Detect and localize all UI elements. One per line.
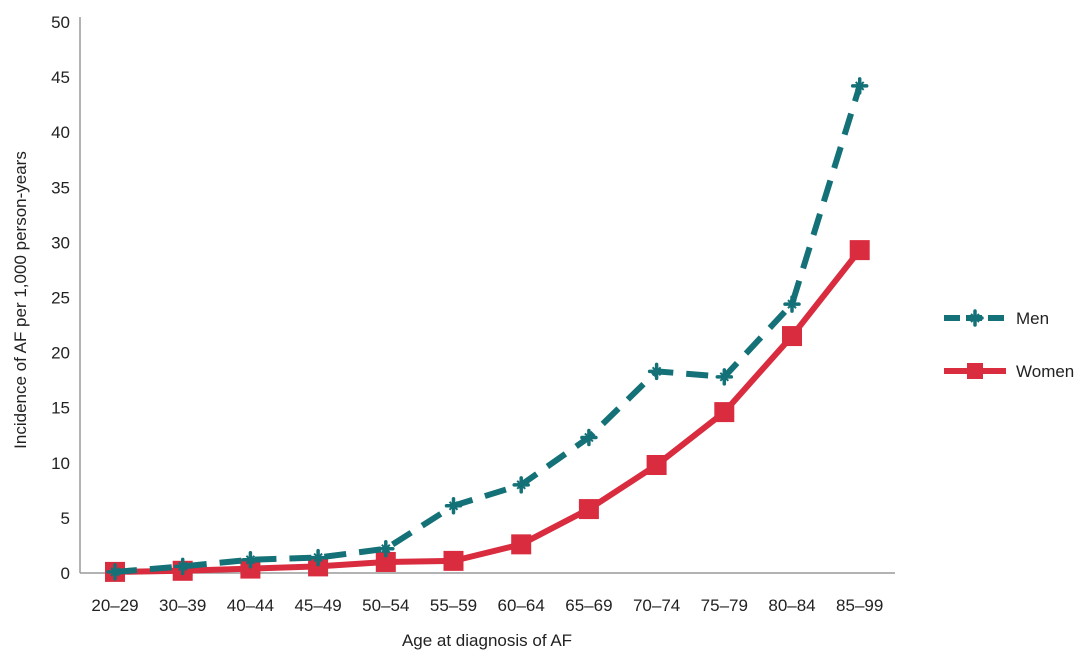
y-tick-label: 35	[51, 178, 70, 197]
y-tick-label: 45	[51, 68, 70, 87]
legend-label-men: Men	[1016, 309, 1049, 328]
women-line	[112, 247, 863, 575]
men-series	[106, 77, 869, 581]
x-tick-label: 60–64	[498, 596, 545, 615]
women-point	[782, 326, 802, 347]
men-point	[647, 362, 666, 381]
x-tick-label: 20–29	[91, 596, 138, 615]
y-tick-label: 25	[51, 289, 70, 308]
men-point	[444, 497, 463, 515]
women-point	[646, 455, 667, 476]
x-tick-label: 30–39	[159, 596, 206, 615]
men-point	[377, 540, 395, 558]
legend-item-men: Men	[944, 309, 1049, 328]
y-axis: 0 5 10 15 20 25 30 35 40 45 50	[51, 13, 81, 583]
y-axis-title: Incidence of AF per 1,000 person-years	[11, 151, 30, 449]
women-point	[714, 402, 735, 423]
x-tick-label: 45–49	[294, 596, 341, 615]
x-tick-labels: 20–29 30–39 40–44 45–49 50–54 55–59 60–64 65–69…	[91, 596, 883, 615]
men-point	[783, 295, 801, 313]
men-point	[850, 77, 869, 95]
y-tick-label: 40	[51, 123, 70, 142]
women-point	[308, 556, 329, 577]
y-tick-label: 20	[51, 344, 70, 363]
women-series	[105, 240, 870, 582]
women-point	[375, 551, 396, 572]
x-axis: 20–29 30–39 40–44 45–49 50–54 55–59 60–64 65–69…	[80, 572, 895, 615]
women-point	[849, 240, 870, 261]
legend-item-women: Women	[944, 362, 1074, 381]
men-line	[114, 85, 863, 575]
y-tick-label: 10	[51, 454, 70, 473]
men-point	[512, 476, 530, 494]
x-tick-label: 50–54	[362, 596, 409, 615]
x-tick-label: 40–44	[227, 596, 274, 615]
men-point	[241, 551, 260, 569]
men-point	[580, 428, 598, 447]
women-point	[240, 558, 261, 579]
men-point	[173, 557, 192, 576]
women-point	[443, 550, 464, 571]
men-point	[715, 368, 734, 386]
women-point	[578, 499, 599, 520]
x-axis-title: Age at diagnosis of AF	[402, 631, 572, 650]
y-tick-labels: 0 5 10 15 20 25 30 35 40 45 50	[51, 13, 70, 583]
y-tick-label: 50	[51, 13, 70, 32]
women-point	[511, 534, 532, 555]
legend-marker-men	[966, 309, 984, 327]
y-tick-label: 5	[61, 509, 70, 528]
x-tick-label: 70–74	[633, 596, 680, 615]
x-tick-label: 85–99	[836, 596, 883, 615]
series-layer	[105, 77, 870, 582]
men-point	[309, 548, 327, 567]
legend-label-women: Women	[1016, 362, 1074, 381]
x-tick-label: 55–59	[430, 596, 477, 615]
x-tick-label: 65–69	[565, 596, 612, 615]
y-tick-label: 0	[61, 564, 70, 583]
x-tick-label: 75–79	[701, 596, 748, 615]
y-tick-label: 30	[51, 233, 70, 252]
men-point	[106, 563, 124, 581]
legend: Men Women	[944, 309, 1074, 381]
y-tick-label: 15	[51, 399, 70, 418]
x-tick-label: 80–84	[768, 596, 815, 615]
legend-marker-women	[967, 363, 983, 379]
